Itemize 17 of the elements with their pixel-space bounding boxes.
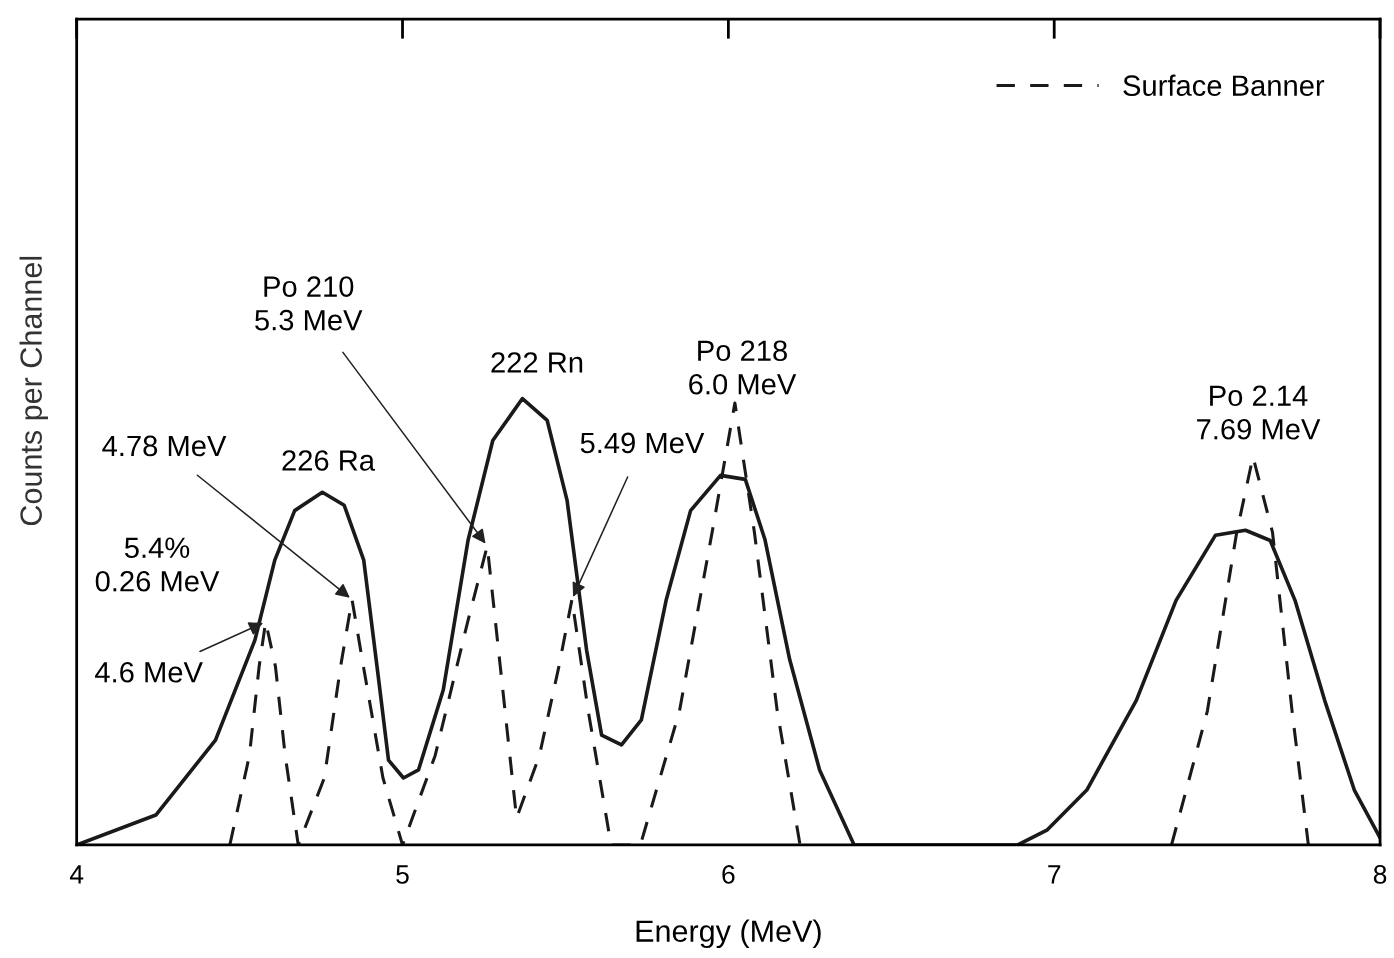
text: 222 Rn <box>491 352 583 373</box>
text: Po 218 6.0 MeV <box>689 340 797 395</box>
x-axis-title: Energy (MeV) <box>636 919 821 949</box>
annotation: Po 2.14 7.69 MeV <box>1197 385 1321 440</box>
x-tick-label: 6 <box>722 865 735 884</box>
x-tick-label: 4 <box>69 865 84 884</box>
legend-label: Surface Banner <box>1123 74 1325 96</box>
annotation: 4.78 MeV <box>102 435 227 457</box>
annotation: 4.6 MeV <box>95 661 203 683</box>
annotation: Po 210 5.3 MeV <box>255 276 363 331</box>
annotation: 5.49 MeV <box>580 432 705 454</box>
y-axis-title: Counts per Channel <box>19 256 48 526</box>
x-tick-label: 8 <box>1373 865 1387 884</box>
annotation: 5.4% 0.26 MeV <box>95 537 220 592</box>
annotation: 226 Ra <box>282 450 376 471</box>
x-tick-label: 5 <box>396 865 409 884</box>
x-tick-label: 7 <box>1048 865 1061 884</box>
